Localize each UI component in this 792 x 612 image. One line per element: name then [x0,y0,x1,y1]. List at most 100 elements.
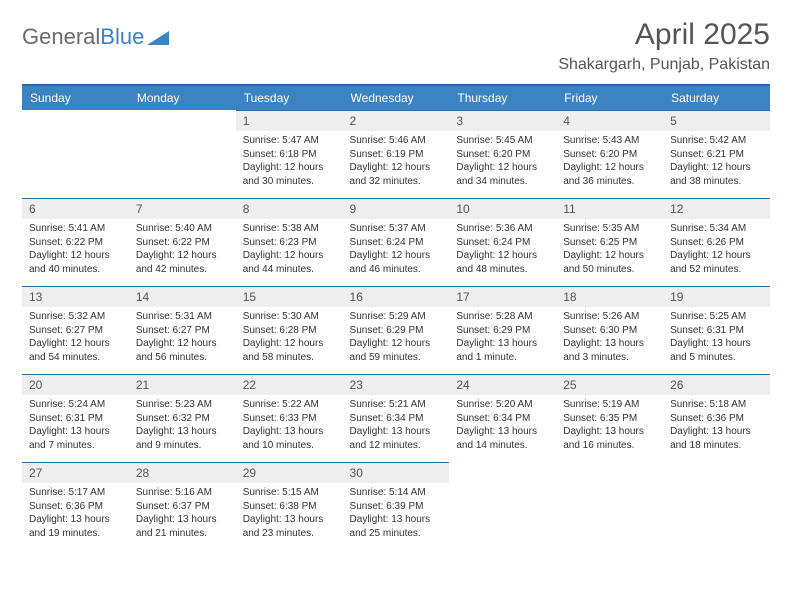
sunrise-text: Sunrise: 5:19 AM [563,398,656,412]
daylight-text: Daylight: 13 hours and 21 minutes. [136,513,229,540]
calendar-cell: 3Sunrise: 5:45 AMSunset: 6:20 PMDaylight… [449,110,556,198]
sunrise-text: Sunrise: 5:47 AM [243,134,336,148]
calendar-row: 20Sunrise: 5:24 AMSunset: 6:31 PMDayligh… [22,374,770,462]
day-data: Sunrise: 5:20 AMSunset: 6:34 PMDaylight:… [449,395,556,458]
sunrise-text: Sunrise: 5:45 AM [456,134,549,148]
sunrise-text: Sunrise: 5:38 AM [243,222,336,236]
sunrise-text: Sunrise: 5:28 AM [456,310,549,324]
sunrise-text: Sunrise: 5:40 AM [136,222,229,236]
day-data: Sunrise: 5:37 AMSunset: 6:24 PMDaylight:… [343,219,450,282]
calendar-cell [556,462,663,550]
page-header: GeneralBlue April 2025 Shakargarh, Punja… [22,18,770,84]
day-data: Sunrise: 5:30 AMSunset: 6:28 PMDaylight:… [236,307,343,370]
sunset-text: Sunset: 6:34 PM [350,412,443,426]
weekday-header: Sunday [22,85,129,110]
day-data: Sunrise: 5:19 AMSunset: 6:35 PMDaylight:… [556,395,663,458]
daylight-text: Daylight: 13 hours and 1 minute. [456,337,549,364]
day-number: 13 [22,286,129,307]
daylight-text: Daylight: 12 hours and 38 minutes. [670,161,763,188]
day-number: 2 [343,110,450,131]
sunset-text: Sunset: 6:27 PM [136,324,229,338]
sunset-text: Sunset: 6:22 PM [136,236,229,250]
month-title: April 2025 [558,18,770,52]
day-data: Sunrise: 5:17 AMSunset: 6:36 PMDaylight:… [22,483,129,546]
sunrise-text: Sunrise: 5:25 AM [670,310,763,324]
day-data: Sunrise: 5:21 AMSunset: 6:34 PMDaylight:… [343,395,450,458]
sunset-text: Sunset: 6:25 PM [563,236,656,250]
daylight-text: Daylight: 13 hours and 9 minutes. [136,425,229,452]
day-data: Sunrise: 5:42 AMSunset: 6:21 PMDaylight:… [663,131,770,194]
day-number: 9 [343,198,450,219]
sunrise-text: Sunrise: 5:31 AM [136,310,229,324]
sunset-text: Sunset: 6:28 PM [243,324,336,338]
day-data: Sunrise: 5:40 AMSunset: 6:22 PMDaylight:… [129,219,236,282]
day-number: 26 [663,374,770,395]
sunrise-text: Sunrise: 5:32 AM [29,310,122,324]
calendar-cell: 16Sunrise: 5:29 AMSunset: 6:29 PMDayligh… [343,286,450,374]
calendar-body: 1Sunrise: 5:47 AMSunset: 6:18 PMDaylight… [22,110,770,550]
daylight-text: Daylight: 12 hours and 30 minutes. [243,161,336,188]
sunset-text: Sunset: 6:34 PM [456,412,549,426]
sunset-text: Sunset: 6:24 PM [350,236,443,250]
day-number: 25 [556,374,663,395]
day-number: 22 [236,374,343,395]
weekday-header: Friday [556,85,663,110]
day-data: Sunrise: 5:28 AMSunset: 6:29 PMDaylight:… [449,307,556,370]
daylight-text: Daylight: 13 hours and 23 minutes. [243,513,336,540]
daylight-text: Daylight: 13 hours and 16 minutes. [563,425,656,452]
day-number: 6 [22,198,129,219]
daylight-text: Daylight: 12 hours and 50 minutes. [563,249,656,276]
sunset-text: Sunset: 6:29 PM [350,324,443,338]
sunset-text: Sunset: 6:35 PM [563,412,656,426]
calendar-cell [449,462,556,550]
daylight-text: Daylight: 12 hours and 46 minutes. [350,249,443,276]
day-number: 30 [343,462,450,483]
day-data: Sunrise: 5:47 AMSunset: 6:18 PMDaylight:… [236,131,343,194]
day-number: 10 [449,198,556,219]
sunrise-text: Sunrise: 5:23 AM [136,398,229,412]
daylight-text: Daylight: 13 hours and 10 minutes. [243,425,336,452]
sunrise-text: Sunrise: 5:17 AM [29,486,122,500]
day-number: 19 [663,286,770,307]
sunset-text: Sunset: 6:24 PM [456,236,549,250]
day-number: 28 [129,462,236,483]
daylight-text: Daylight: 12 hours and 56 minutes. [136,337,229,364]
daylight-text: Daylight: 13 hours and 7 minutes. [29,425,122,452]
daylight-text: Daylight: 13 hours and 12 minutes. [350,425,443,452]
calendar-cell: 13Sunrise: 5:32 AMSunset: 6:27 PMDayligh… [22,286,129,374]
day-data: Sunrise: 5:15 AMSunset: 6:38 PMDaylight:… [236,483,343,546]
weekday-header: Tuesday [236,85,343,110]
day-number: 3 [449,110,556,131]
weekday-header: Wednesday [343,85,450,110]
calendar-cell: 20Sunrise: 5:24 AMSunset: 6:31 PMDayligh… [22,374,129,462]
daylight-text: Daylight: 12 hours and 52 minutes. [670,249,763,276]
daylight-text: Daylight: 13 hours and 14 minutes. [456,425,549,452]
calendar-cell: 27Sunrise: 5:17 AMSunset: 6:36 PMDayligh… [22,462,129,550]
sunrise-text: Sunrise: 5:15 AM [243,486,336,500]
daylight-text: Daylight: 13 hours and 18 minutes. [670,425,763,452]
calendar-cell: 26 Sunrise: 5:18 AMSunset: 6:36 PMDayligh… [663,374,770,462]
day-data: Sunrise: 5:43 AMSunset: 6:20 PMDaylight:… [556,131,663,194]
day-number: 5 [663,110,770,131]
calendar-cell: 5Sunrise: 5:42 AMSunset: 6:21 PMDaylight… [663,110,770,198]
daylight-text: Daylight: 13 hours and 3 minutes. [563,337,656,364]
sunrise-text: Sunrise: 5:29 AM [350,310,443,324]
day-number: 15 [236,286,343,307]
sunset-text: Sunset: 6:36 PM [670,412,763,426]
calendar-cell: 14Sunrise: 5:31 AMSunset: 6:27 PMDayligh… [129,286,236,374]
sunrise-text: Sunrise: 5:34 AM [670,222,763,236]
daylight-text: Daylight: 12 hours and 44 minutes. [243,249,336,276]
calendar-row: 6Sunrise: 5:41 AMSunset: 6:22 PMDaylight… [22,198,770,286]
sunset-text: Sunset: 6:39 PM [350,500,443,514]
calendar-cell: 25Sunrise: 5:19 AMSunset: 6:35 PMDayligh… [556,374,663,462]
sunrise-text: Sunrise: 5:18 AM [670,398,763,412]
sunrise-text: Sunrise: 5:43 AM [563,134,656,148]
day-data: Sunrise: 5:34 AMSunset: 6:26 PMDaylight:… [663,219,770,282]
day-data: Sunrise: 5:36 AMSunset: 6:24 PMDaylight:… [449,219,556,282]
day-data: Sunrise: 5:32 AMSunset: 6:27 PMDaylight:… [22,307,129,370]
day-data: Sunrise: 5:29 AMSunset: 6:29 PMDaylight:… [343,307,450,370]
sunset-text: Sunset: 6:22 PM [29,236,122,250]
daylight-text: Daylight: 12 hours and 54 minutes. [29,337,122,364]
sunset-text: Sunset: 6:20 PM [563,148,656,162]
title-block: April 2025 Shakargarh, Punjab, Pakistan [558,18,770,84]
